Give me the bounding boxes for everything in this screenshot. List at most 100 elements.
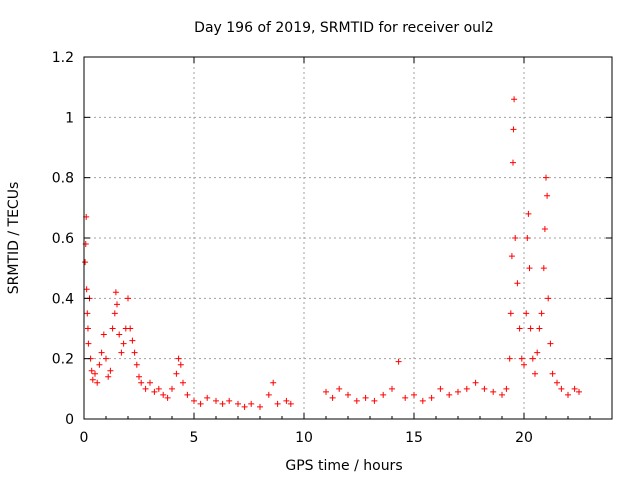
data-point — [512, 235, 519, 241]
data-point — [177, 361, 184, 368]
y-tick-label: 0.2 — [52, 352, 74, 368]
data-point — [446, 391, 453, 398]
data-point — [506, 355, 513, 362]
data-point — [536, 325, 543, 332]
data-point — [543, 174, 549, 181]
y-tick-label: 0.8 — [52, 171, 74, 187]
data-point — [164, 394, 171, 401]
data-point — [411, 391, 417, 398]
data-point — [538, 310, 545, 317]
data-point — [518, 355, 525, 362]
y-tick-label: 1.2 — [52, 50, 74, 66]
data-point — [545, 295, 552, 302]
data-point — [133, 361, 140, 368]
data-point — [541, 225, 548, 232]
data-point — [155, 385, 162, 392]
data-point — [107, 367, 114, 374]
data-point — [463, 385, 470, 392]
data-point — [257, 403, 263, 410]
data-point — [184, 391, 191, 398]
data-point — [105, 373, 112, 380]
data-point — [111, 310, 118, 317]
data-point — [88, 367, 95, 374]
data-point — [571, 385, 578, 392]
data-point — [84, 310, 91, 317]
data-point — [92, 370, 98, 377]
data-point — [524, 235, 531, 241]
data-point — [576, 388, 582, 395]
data-point — [455, 388, 461, 395]
data-point — [507, 310, 514, 317]
x-tick-label: 20 — [515, 430, 533, 446]
x-tick-label: 10 — [295, 430, 313, 446]
data-point — [371, 397, 378, 404]
data-point — [116, 331, 123, 338]
data-point — [554, 379, 560, 386]
data-point — [197, 400, 204, 407]
data-point — [547, 340, 554, 347]
data-point — [83, 286, 90, 293]
data-point — [527, 325, 534, 332]
data-point — [131, 349, 138, 356]
plot-frame — [83, 56, 613, 420]
data-point — [82, 259, 89, 266]
data-point — [136, 373, 142, 380]
data-point — [534, 349, 541, 356]
data-point — [160, 391, 167, 398]
data-point — [510, 126, 517, 133]
data-point — [213, 397, 219, 404]
x-axis-ticks: 0 5 10 15 20 — [80, 57, 591, 446]
y-axis-label: SRMTID / TECUs — [6, 182, 22, 295]
chart-title: Day 196 of 2019, SRMTID for receiver oul… — [194, 20, 494, 36]
grid-lines — [84, 57, 612, 419]
data-point — [191, 397, 197, 404]
data-point — [508, 253, 515, 260]
data-point — [175, 355, 182, 362]
data-point — [490, 388, 497, 395]
data-point — [283, 397, 290, 404]
data-point — [287, 400, 294, 407]
x-tick-label: 0 — [80, 430, 89, 446]
data-point — [499, 391, 505, 398]
data-point — [169, 385, 175, 392]
data-point — [226, 397, 233, 404]
data-point — [129, 337, 136, 344]
data-point — [248, 400, 255, 407]
data-point — [514, 280, 521, 287]
data-point — [516, 325, 523, 332]
data-point — [204, 394, 211, 401]
data-point — [274, 400, 281, 407]
data-point — [526, 265, 533, 272]
data-point — [380, 391, 387, 398]
data-point — [147, 379, 153, 386]
data-point — [329, 394, 336, 401]
data-point — [118, 349, 125, 356]
data-point — [98, 349, 105, 356]
data-point — [84, 325, 91, 332]
data-point — [85, 340, 92, 347]
data-point — [114, 301, 120, 308]
data-point — [127, 325, 134, 332]
x-tick-label: 15 — [405, 430, 423, 446]
data-point — [336, 385, 343, 392]
data-point — [112, 289, 119, 296]
data-point — [565, 391, 571, 398]
y-tick-label: 0 — [65, 412, 74, 428]
data-point — [472, 379, 479, 386]
data-point — [510, 159, 516, 166]
y-tick-label: 1 — [65, 110, 74, 126]
data-point — [180, 379, 186, 386]
data-point — [529, 355, 536, 362]
data-point — [523, 310, 530, 317]
y-tick-label: 0.6 — [52, 231, 74, 247]
data-point — [437, 385, 444, 392]
data-point — [525, 210, 532, 217]
data-point — [558, 385, 565, 392]
data-point — [362, 394, 369, 401]
data-point — [521, 361, 527, 368]
data-point — [96, 361, 103, 368]
data-point — [219, 400, 226, 407]
y-axis-ticks: 0 0.2 0.4 0.6 0.8 1 1.2 — [52, 50, 612, 428]
data-point — [503, 385, 510, 392]
